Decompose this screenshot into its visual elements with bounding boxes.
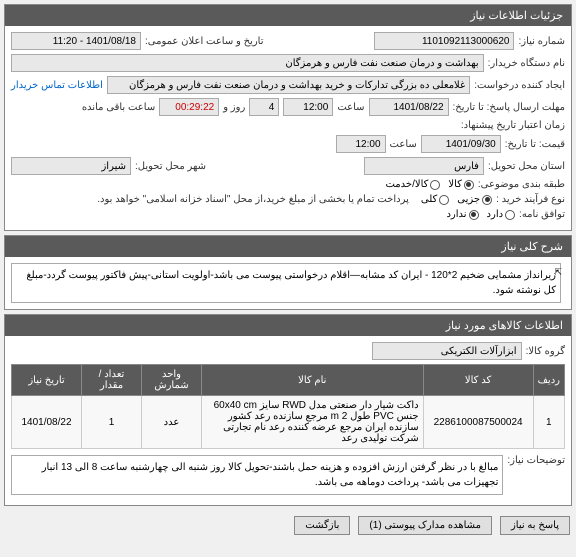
reply-button[interactable]: پاسخ به نیاز	[500, 516, 570, 535]
agreement-radio-yes[interactable]: دارد	[487, 209, 516, 220]
city-value: شیراز	[11, 157, 131, 175]
credit-expire-label: زمان اعتبار تاریخ پیشنهاد:	[461, 120, 565, 131]
cell-row: 1	[533, 396, 564, 449]
credit-time-value: 12:00	[336, 135, 386, 153]
attachments-button[interactable]: مشاهده مدارک پیوستی (1)	[358, 516, 492, 535]
radio-icon	[469, 210, 479, 220]
desc-box: ⇱ زیرانداز مشمایی ضخیم 2*120 - ایران کد …	[11, 263, 561, 303]
announce-date-label: تاریخ و ساعت اعلان عمومی:	[145, 36, 264, 47]
radio-icon	[464, 180, 474, 190]
cell-date: 1401/08/22	[12, 396, 82, 449]
desc-panel: شرح کلی نیاز ⇱ زیرانداز مشمایی ضخیم 2*12…	[4, 235, 572, 310]
cell-qty: 1	[82, 396, 142, 449]
purchase-radio-partial[interactable]: جزیی	[457, 194, 492, 205]
device-name-label: نام دستگاه خریدار:	[488, 58, 565, 69]
info-panel: جزئیات اطلاعات نیاز شماره نیاز: 11010921…	[4, 4, 572, 231]
device-name-value: بهداشت و درمان صنعت نفت فارس و هرمزگان	[11, 54, 484, 72]
city-label: شهر محل تحویل:	[135, 161, 206, 172]
th-unit: واحد شمارش	[142, 365, 202, 396]
goods-table: ردیف کد کالا نام کالا واحد شمارش تعداد /…	[11, 364, 565, 449]
hour-label-1: ساعت	[337, 102, 364, 113]
purchase-note: پرداخت تمام یا بخشی از مبلغ خرید،از محل …	[97, 194, 409, 205]
back-button[interactable]: بازگشت	[294, 516, 350, 535]
day-and-label: روز و	[223, 102, 245, 113]
creator-label: ایجاد کننده درخواست:	[474, 80, 565, 91]
notes-box: مبالغ با در نظر گرفتن ارزش افزوده و هزین…	[11, 455, 503, 495]
radio-label: کالا	[448, 179, 462, 190]
th-code: کد کالا	[423, 365, 533, 396]
hour-label-2: ساعت	[390, 139, 417, 150]
info-panel-header: جزئیات اطلاعات نیاز	[5, 5, 571, 26]
info-panel-title: جزئیات اطلاعات نیاز	[470, 10, 563, 22]
notes-label: توضیحات نیاز:	[507, 455, 565, 466]
deadline-label: مهلت ارسال پاسخ: تا تاریخ:	[453, 102, 565, 113]
expand-icon[interactable]: ⇱	[554, 266, 562, 280]
remaining-label: ساعت باقی مانده	[82, 102, 155, 113]
goods-group-label: گروه کالا:	[526, 346, 565, 357]
purchase-type-label: نوع فرآیند خرید :	[496, 194, 565, 205]
category-radio-kala-khedmat[interactable]: کالا/خدمت	[385, 179, 440, 190]
category-radio-group: کالا کالا/خدمت	[385, 179, 473, 190]
goods-panel-title: اطلاعات کالاهای مورد نیاز	[446, 320, 563, 332]
province-label: استان محل تحویل:	[488, 161, 565, 172]
radio-icon	[439, 195, 449, 205]
purchase-radio-full[interactable]: کلی	[421, 194, 449, 205]
radio-label: جزیی	[457, 194, 480, 205]
radio-icon	[482, 195, 492, 205]
goods-group-value: ابزارآلات الکتریکی	[372, 342, 522, 360]
desc-panel-body: ⇱ زیرانداز مشمایی ضخیم 2*120 - ایران کد …	[5, 257, 571, 309]
th-row: ردیف	[533, 365, 564, 396]
radio-label: ندارد	[446, 209, 466, 220]
radio-label: کالا/خدمت	[385, 179, 428, 190]
table-header-row: ردیف کد کالا نام کالا واحد شمارش تعداد /…	[12, 365, 565, 396]
goods-panel-header: اطلاعات کالاهای مورد نیاز	[5, 315, 571, 336]
goods-panel-body: گروه کالا: ابزارآلات الکتریکی ردیف کد کا…	[5, 336, 571, 505]
purchase-radio-group: جزیی کلی	[421, 194, 492, 205]
deadline-date-value: 1401/08/22	[369, 98, 449, 116]
agreement-radio-group: دارد ندارد	[446, 209, 515, 220]
need-no-value: 1101092113000620	[374, 32, 514, 50]
radio-icon	[505, 210, 515, 220]
desc-text: زیرانداز مشمایی ضخیم 2*120 - ایران کد مش…	[26, 270, 556, 296]
cell-name: داکت شیار دار صنعتی مدل RWD سایز 60x40 c…	[202, 396, 424, 449]
desc-panel-title: شرح کلی نیاز	[501, 241, 563, 253]
days-value: 4	[249, 98, 279, 116]
need-no-label: شماره نیاز:	[518, 36, 565, 47]
desc-panel-header: شرح کلی نیاز	[5, 236, 571, 257]
radio-label: کلی	[421, 194, 437, 205]
category-radio-kala[interactable]: کالا	[448, 179, 474, 190]
price-until-label: قیمت: تا تاریخ:	[505, 139, 565, 150]
th-qty: تعداد / مقدار	[82, 365, 142, 396]
cell-code: 2286100087500024	[423, 396, 533, 449]
announce-date-value: 1401/08/18 - 11:20	[11, 32, 141, 50]
th-date: تاریخ نیاز	[12, 365, 82, 396]
radio-label: دارد	[487, 209, 504, 220]
cell-unit: عدد	[142, 396, 202, 449]
agreement-radio-no[interactable]: ندارد	[446, 209, 478, 220]
category-label: طبقه بندی موضوعی:	[478, 179, 565, 190]
radio-icon	[430, 180, 440, 190]
agreement-label: توافق نامه:	[519, 209, 565, 220]
creator-value: غلامعلی ده بزرگی تدارکات و خرید بهداشت و…	[107, 76, 470, 94]
table-row: 1 2286100087500024 داکت شیار دار صنعتی م…	[12, 396, 565, 449]
contact-link[interactable]: اطلاعات تماس خریدار	[11, 80, 103, 91]
province-value: فارس	[364, 157, 484, 175]
goods-panel: اطلاعات کالاهای مورد نیاز گروه کالا: ابز…	[4, 314, 572, 506]
footer: پاسخ به نیاز مشاهده مدارک پیوستی (1) باز…	[0, 510, 576, 541]
notes-text: مبالغ با در نظر گرفتن ارزش افزوده و هزین…	[42, 462, 499, 488]
th-name: نام کالا	[202, 365, 424, 396]
info-panel-body: شماره نیاز: 1101092113000620 تاریخ و ساع…	[5, 26, 571, 230]
deadline-time-value: 12:00	[283, 98, 333, 116]
countdown-value: 00:29:22	[159, 98, 219, 116]
credit-date-value: 1401/09/30	[421, 135, 501, 153]
